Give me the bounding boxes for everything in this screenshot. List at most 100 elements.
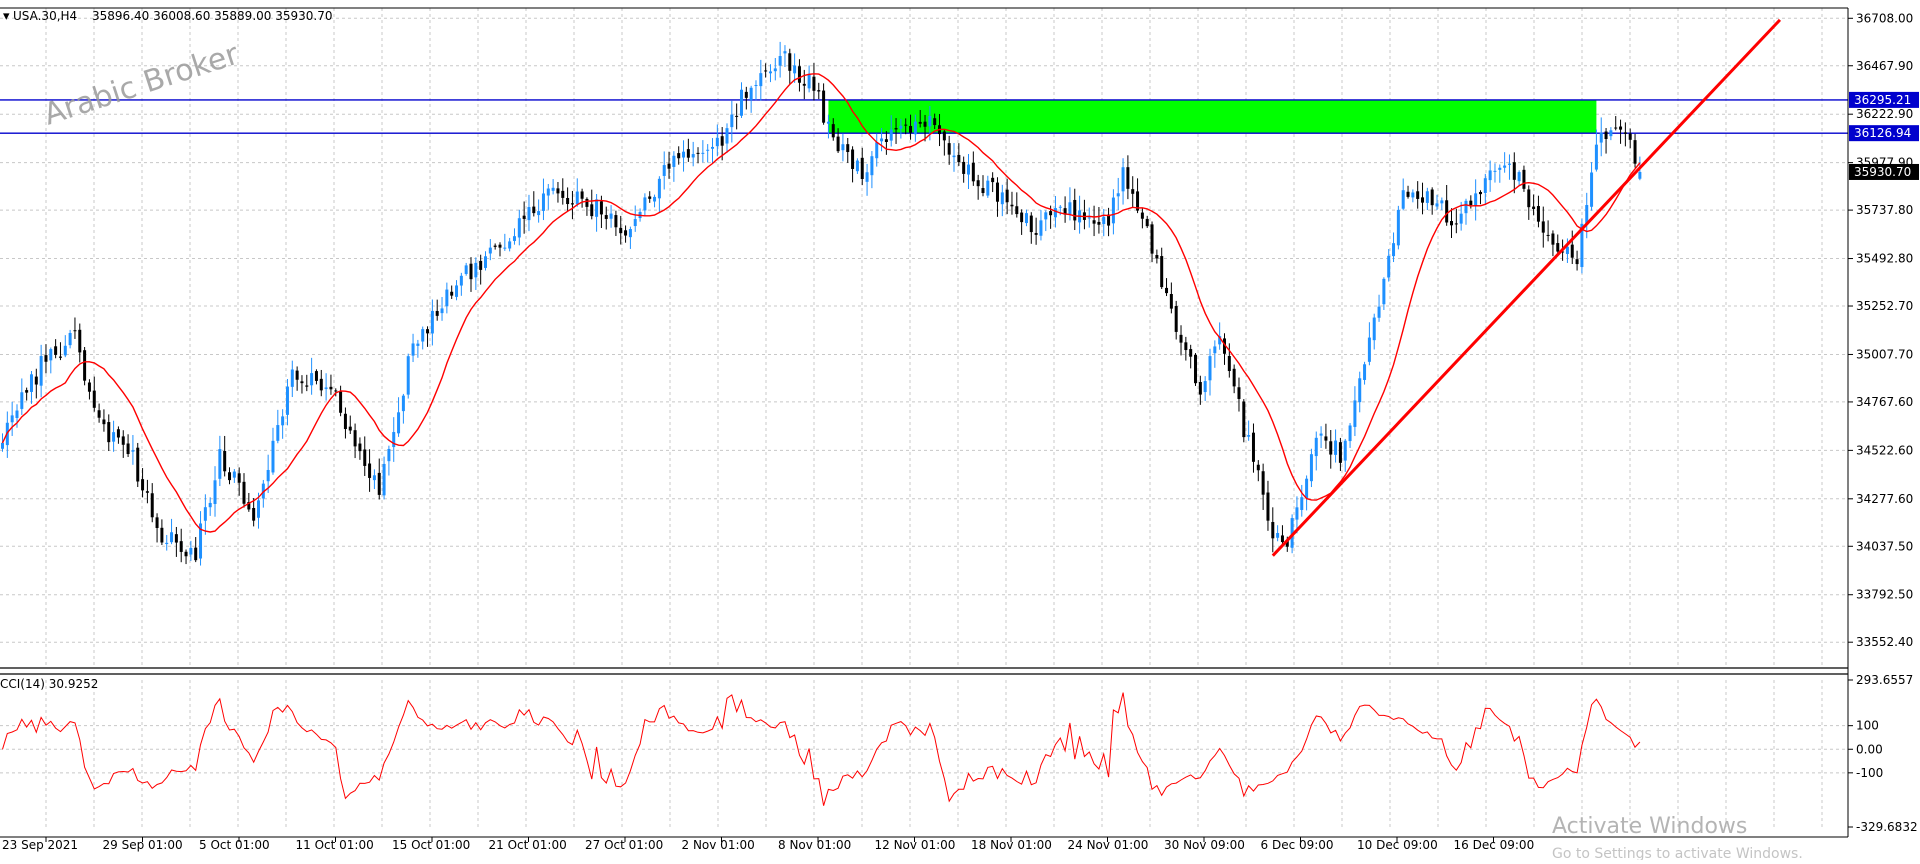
candle bbox=[20, 378, 24, 415]
candle bbox=[1179, 325, 1183, 356]
time-tick-label: 18 Nov 01:00 bbox=[971, 838, 1052, 852]
candle-body bbox=[1488, 170, 1492, 181]
candle bbox=[165, 534, 169, 551]
candle-body bbox=[870, 156, 874, 176]
candle bbox=[271, 427, 275, 475]
candle bbox=[846, 137, 850, 163]
candle bbox=[609, 205, 613, 228]
candle-body bbox=[440, 308, 444, 314]
candle-body bbox=[1256, 464, 1260, 471]
price-tick-label: 36222.90 bbox=[1856, 107, 1913, 121]
candle-body bbox=[793, 65, 797, 74]
candle-body bbox=[1213, 346, 1217, 354]
ascending-trendline[interactable] bbox=[1271, 18, 1782, 557]
candle-body bbox=[566, 198, 570, 205]
candle-body bbox=[1570, 244, 1574, 258]
candle bbox=[1338, 437, 1342, 471]
candle-body bbox=[561, 190, 565, 198]
candle bbox=[281, 409, 285, 439]
candle bbox=[343, 407, 347, 439]
candle-body bbox=[1150, 224, 1154, 254]
candle-body bbox=[1406, 191, 1410, 197]
candle-body bbox=[1034, 233, 1038, 235]
candle bbox=[1203, 376, 1207, 401]
candle bbox=[1005, 178, 1009, 215]
candle-body bbox=[682, 151, 686, 158]
candle bbox=[479, 254, 483, 285]
candle bbox=[817, 82, 821, 100]
candle-body bbox=[488, 247, 492, 254]
candle-body bbox=[1189, 349, 1193, 357]
candle bbox=[1000, 184, 1004, 217]
horizontal-levels-layer[interactable] bbox=[0, 99, 1848, 134]
candle-body bbox=[189, 547, 193, 555]
candle-body bbox=[78, 329, 82, 353]
candle-body bbox=[614, 215, 618, 228]
candle bbox=[1111, 189, 1115, 235]
cci-tick-label: 0.00 bbox=[1856, 742, 1883, 756]
candle-body bbox=[252, 507, 256, 521]
candle-body bbox=[116, 429, 120, 438]
candle bbox=[1169, 282, 1173, 314]
candle-body bbox=[1619, 126, 1623, 130]
candle-body bbox=[706, 149, 710, 151]
candle bbox=[1343, 438, 1347, 472]
price-tick-label: 35737.80 bbox=[1856, 203, 1913, 217]
candle bbox=[1329, 430, 1333, 469]
candle bbox=[1614, 116, 1618, 131]
candle-body bbox=[686, 149, 690, 158]
candle-body bbox=[1392, 243, 1396, 257]
candle bbox=[1155, 249, 1159, 264]
candle-body bbox=[609, 213, 613, 219]
candle-body bbox=[546, 188, 550, 196]
candle bbox=[1015, 192, 1019, 218]
candle-body bbox=[1478, 191, 1482, 195]
candle-body bbox=[1421, 197, 1425, 203]
candle-body bbox=[1387, 255, 1391, 278]
candle bbox=[831, 118, 835, 141]
candle bbox=[1140, 208, 1144, 229]
chart-collapse-icon[interactable]: ▾ bbox=[3, 9, 10, 24]
candle bbox=[324, 373, 328, 401]
candle bbox=[1222, 333, 1226, 365]
candle bbox=[1527, 185, 1531, 220]
candle bbox=[1020, 209, 1024, 235]
price-tick-label: 33792.50 bbox=[1856, 588, 1913, 602]
candle-body bbox=[1575, 259, 1579, 265]
candle bbox=[83, 346, 87, 386]
candle-body bbox=[517, 218, 521, 238]
trendline-layer[interactable] bbox=[1271, 18, 1782, 557]
candle-body bbox=[469, 263, 473, 280]
candle bbox=[759, 59, 763, 101]
candle bbox=[1609, 127, 1613, 141]
candle-body bbox=[145, 491, 149, 493]
candle bbox=[865, 163, 869, 196]
candle-body bbox=[904, 124, 908, 126]
candle-body bbox=[170, 532, 174, 543]
candle-body bbox=[1053, 208, 1057, 218]
candle-body bbox=[797, 66, 801, 83]
candle-body bbox=[730, 114, 734, 128]
candle bbox=[39, 344, 43, 398]
candle-body bbox=[455, 285, 459, 297]
candle-body bbox=[802, 83, 806, 86]
candle bbox=[141, 468, 145, 498]
candle bbox=[348, 415, 352, 435]
candle-body bbox=[392, 432, 396, 448]
candle-body bbox=[1580, 223, 1584, 268]
candle-body bbox=[1300, 497, 1304, 510]
candle bbox=[97, 403, 101, 423]
cci-tick-label: -100 bbox=[1856, 766, 1883, 780]
candle bbox=[851, 146, 855, 183]
candle bbox=[522, 201, 526, 234]
candle bbox=[1488, 160, 1492, 192]
candle-body bbox=[585, 198, 589, 207]
candle-body bbox=[208, 502, 212, 508]
candle bbox=[1478, 190, 1482, 205]
candle bbox=[696, 147, 700, 164]
candle-body bbox=[97, 410, 101, 418]
price-tick-label: 34767.60 bbox=[1856, 395, 1913, 409]
candle-body bbox=[310, 373, 314, 386]
